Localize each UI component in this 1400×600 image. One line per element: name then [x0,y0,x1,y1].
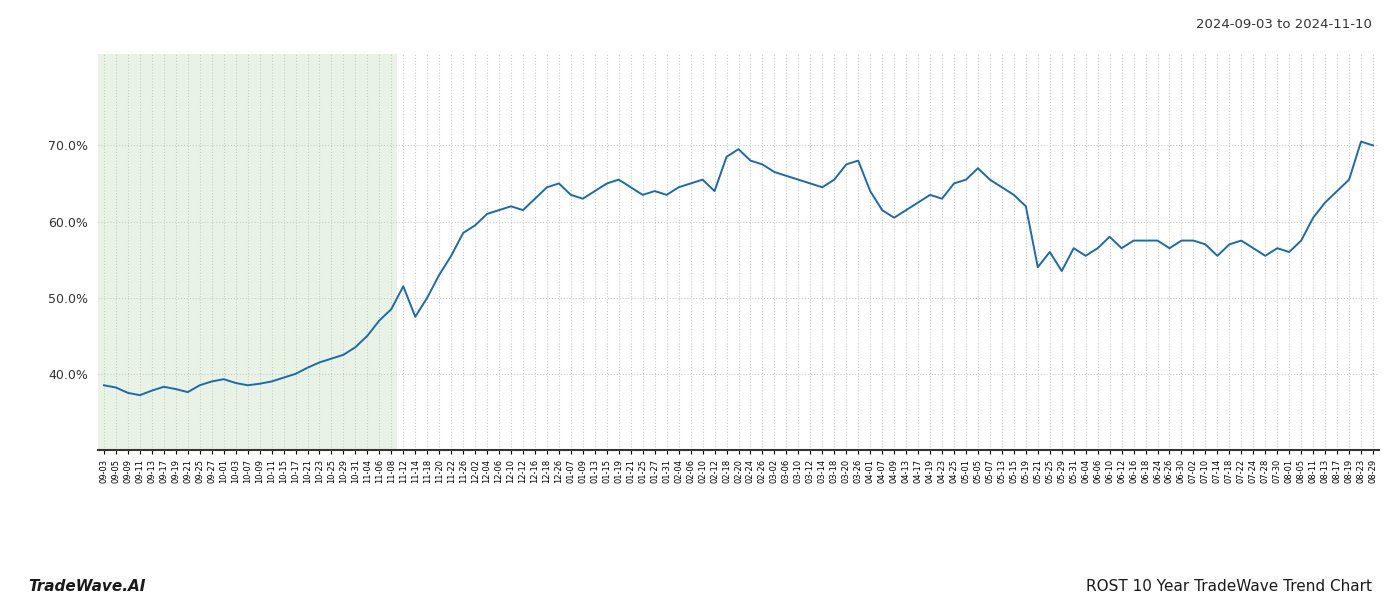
Text: ROST 10 Year TradeWave Trend Chart: ROST 10 Year TradeWave Trend Chart [1086,579,1372,594]
Text: 2024-09-03 to 2024-11-10: 2024-09-03 to 2024-11-10 [1196,18,1372,31]
Bar [98,54,398,450]
Text: TradeWave.AI: TradeWave.AI [28,579,146,594]
